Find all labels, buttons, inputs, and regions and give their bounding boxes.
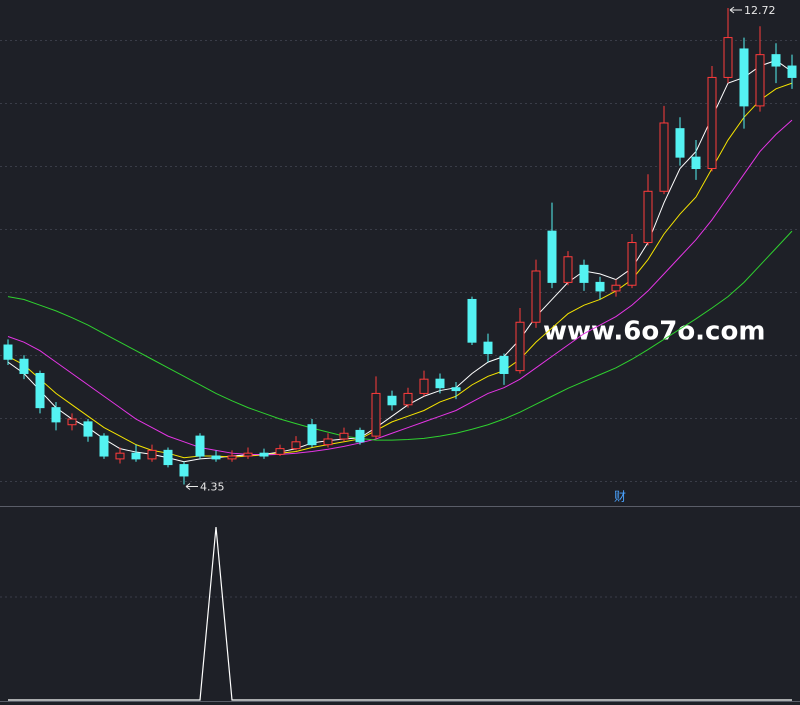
candle-body (243, 452, 253, 457)
candle-body (531, 270, 541, 323)
candle-body (275, 448, 285, 455)
candle-body (195, 435, 205, 457)
candle-body (323, 438, 333, 446)
candle-body (755, 54, 765, 107)
candle-body (387, 395, 397, 406)
candle-body (307, 424, 317, 446)
high-arrow (729, 6, 742, 14)
candle-body (67, 418, 77, 426)
candle-body (83, 421, 93, 437)
indicator-line (8, 526, 792, 701)
candle-body (163, 449, 173, 466)
candle-body (99, 435, 109, 457)
moving-average (7, 82, 793, 459)
marker-label: 财 (614, 490, 626, 504)
candle-body (339, 432, 349, 440)
candle-body (51, 407, 61, 423)
candle-body (595, 281, 605, 292)
candle-body (211, 455, 221, 460)
candle-body (739, 48, 749, 107)
candle-body (259, 452, 269, 457)
candle-body (547, 230, 557, 283)
candle-body (515, 321, 525, 372)
high-label: 12.72 (744, 4, 776, 17)
candle-body (355, 429, 365, 443)
candle-body (227, 455, 237, 460)
candle-body (659, 122, 669, 192)
candle-body (707, 76, 717, 170)
candle-body (179, 464, 189, 477)
low-arrow (185, 483, 198, 490)
candle-body (291, 441, 301, 450)
candle-body (579, 264, 589, 283)
candle-body (627, 242, 637, 286)
moving-average (7, 59, 793, 463)
candle-body (419, 378, 429, 394)
moving-average (7, 119, 793, 456)
low-label: 4.35 (200, 481, 225, 494)
candle-body (723, 37, 733, 78)
candle-body (691, 156, 701, 170)
candle-body (3, 344, 13, 360)
candle-body (563, 256, 573, 283)
candle-body (147, 449, 157, 460)
candle-body (403, 392, 413, 406)
grid-pattern (0, 0, 800, 505)
candle-body (483, 341, 493, 355)
candle-body (35, 372, 45, 409)
watermark: www.6o7o.com (543, 317, 765, 347)
candle-body (499, 355, 509, 374)
candle-body (115, 452, 125, 460)
candle-body (611, 284, 621, 292)
candle-body (675, 128, 685, 158)
candle-body (467, 298, 477, 343)
candle-body (19, 358, 29, 374)
candle-body (787, 65, 797, 78)
candle-body (371, 392, 381, 437)
candle-body (643, 190, 653, 244)
moving-average (7, 230, 793, 441)
candle-body (451, 387, 461, 392)
candle-body (771, 54, 781, 67)
candle-body (131, 452, 141, 460)
candle-body (435, 378, 445, 389)
